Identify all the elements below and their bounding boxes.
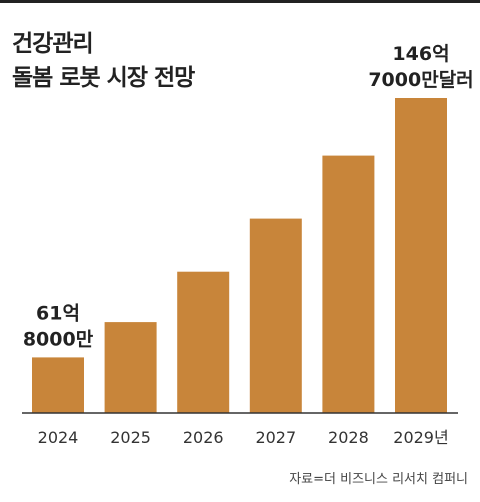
- bar-3: [249, 218, 302, 413]
- bar-4: [322, 155, 375, 413]
- bar-2: [177, 271, 230, 413]
- x-tick-label-5: 2029년: [393, 428, 448, 447]
- chart-title-line-2: 돌봄 로봇 시장 전망: [12, 65, 195, 91]
- bars-group: [32, 98, 447, 413]
- bar-1: [104, 322, 157, 413]
- x-tick-label-0: 2024: [38, 428, 79, 447]
- x-tick-label-2: 2026: [183, 428, 224, 447]
- bar-value-label-5-line-0: 146억: [392, 43, 449, 65]
- bar-value-label-0-line-1: 8000만: [23, 328, 94, 350]
- x-tick-label-1: 2025: [110, 428, 151, 447]
- bar-0: [32, 357, 84, 413]
- x-tick-label-3: 2027: [255, 428, 296, 447]
- labels-group: 2024 2025 2026 2027 2028 2029년 61억 8000만 146억 700…: [23, 43, 474, 447]
- x-tick-label-4: 2028: [328, 428, 369, 447]
- top-rule: [0, 0, 480, 3]
- bar-5: [395, 98, 447, 413]
- chart-title-line-1: 건강관리: [12, 31, 94, 57]
- bar-value-label-0-line-0: 61억: [36, 302, 80, 324]
- bar-value-label-5-line-1: 7000만달러: [368, 69, 473, 91]
- source-note: 자료=더 비즈니스 리서치 컴퍼니: [289, 472, 468, 487]
